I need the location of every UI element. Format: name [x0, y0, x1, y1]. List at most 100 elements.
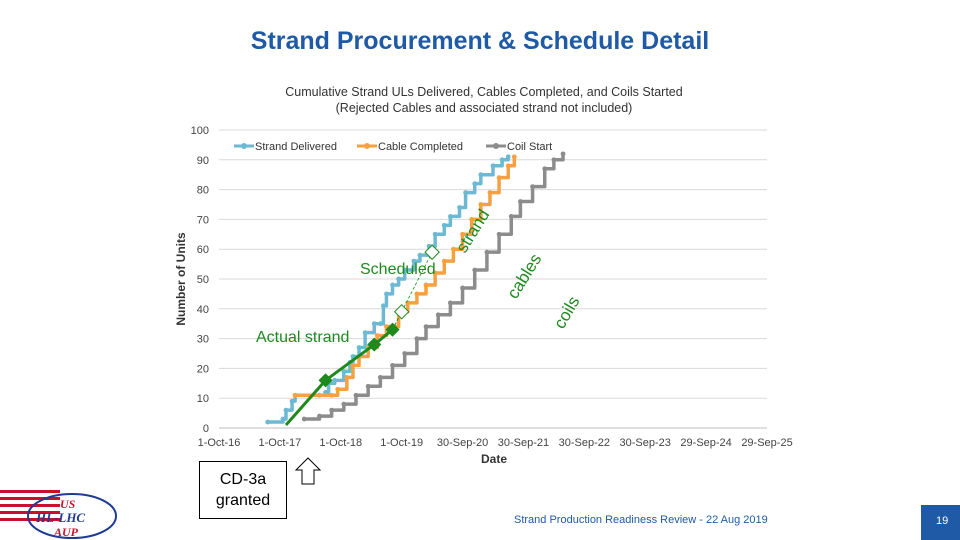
- schedule-marker-1: [393, 304, 410, 320]
- us-hl-lhc-aup-logo: US HL-LHC AUP: [0, 490, 117, 539]
- page-number-background: [921, 505, 960, 540]
- series-1-point-13: [432, 270, 438, 276]
- series-1-point-18: [478, 202, 484, 207]
- x-tick-label-7: 30-Sep-23: [620, 437, 671, 449]
- series-2-point-12: [447, 300, 453, 306]
- series-0-point-16: [381, 303, 386, 309]
- x-tick-label-1: 1-Oct-17: [258, 437, 301, 449]
- annotation-actual-strand: Actual strand: [256, 329, 349, 346]
- y-tick-label-10: 100: [191, 125, 209, 137]
- series-0-point-13: [362, 330, 368, 336]
- series-0-point-30: [478, 172, 484, 178]
- series-0-point-6: [323, 389, 328, 395]
- actual-strand-line: [284, 328, 394, 427]
- x-tick-label-9: 29-Sep-25: [741, 437, 792, 449]
- series-2-point-14: [472, 267, 478, 273]
- series-0-point-17: [384, 291, 389, 297]
- annotation-cables: cables: [503, 250, 545, 302]
- series-1-point-4: [350, 363, 356, 368]
- series-1-point-2: [335, 386, 341, 392]
- legend-label-0: Strand Delivered: [255, 141, 337, 153]
- x-axis-label: Date: [481, 452, 507, 466]
- y-tick-label-7: 70: [197, 214, 209, 226]
- logo-text-us: US: [60, 497, 76, 511]
- y-tick-label-9: 90: [197, 155, 209, 167]
- series-2-point-1: [317, 413, 322, 419]
- series-2-point-6: [377, 374, 383, 380]
- grid-lines: [219, 129, 767, 429]
- series-0-point-27: [457, 205, 462, 210]
- y-tick-label-6: 60: [197, 244, 209, 256]
- series-2-point-5: [365, 383, 371, 389]
- series-2-point-3: [341, 401, 347, 407]
- series-1-point-14: [441, 258, 447, 264]
- series-0-point-1: [280, 416, 286, 422]
- logo-text-aup: AUP: [53, 525, 79, 539]
- series-1-point-20: [496, 175, 502, 181]
- y-axis-ticks: 0 10 20 30 40 50 60 70 80 90 100: [191, 125, 209, 435]
- series-0-point-20: [402, 267, 408, 273]
- legend-marker-1: [364, 143, 370, 149]
- legend-label-1: Cable Completed: [378, 141, 463, 153]
- series-0-point-3: [289, 398, 295, 404]
- series-2-point-10: [423, 324, 429, 330]
- chart-title: Cumulative Strand ULs Delivered, Cables …: [285, 85, 682, 99]
- x-tick-label-5: 30-Sep-21: [498, 437, 549, 449]
- series-0-point-33: [505, 154, 511, 160]
- series-group: [265, 151, 566, 425]
- series-1-point-3: [344, 374, 350, 380]
- series-1-point-22: [511, 154, 517, 160]
- series-2-point-0: [301, 416, 307, 422]
- series-2-point-9: [414, 336, 420, 341]
- series-2-point-13: [460, 285, 465, 291]
- actual-strand-diamond-1: [367, 337, 382, 352]
- y-tick-label-2: 20: [197, 363, 209, 375]
- x-axis-ticks: 1-Oct-16 1-Oct-17 1-Oct-18 1-Oct-19 30-Sep-2…: [198, 437, 793, 449]
- series-1-point-21: [505, 163, 511, 169]
- y-tick-label-4: 40: [197, 304, 209, 316]
- legend-label-2: Coil Start: [507, 141, 552, 153]
- annotation-scheduled: Scheduled: [360, 261, 436, 278]
- series-0-point-18: [390, 282, 395, 288]
- up-arrow-icon: [294, 457, 322, 485]
- y-tick-label-5: 50: [197, 274, 209, 286]
- series-2-point-4: [353, 392, 359, 398]
- annotation-coils: coils: [550, 293, 583, 332]
- logo-stripes: [0, 490, 60, 521]
- series-0-point-9: [341, 368, 347, 374]
- y-axis-label: Number of Units: [174, 232, 188, 326]
- slide-title: Strand Procurement & Schedule Detail: [250, 27, 710, 55]
- series-0-point-31: [490, 163, 496, 169]
- cd3a-granted-box: CD-3a granted: [199, 461, 287, 519]
- legend-marker-0: [241, 143, 247, 149]
- series-0-point-32: [499, 157, 505, 163]
- series-1-point-1: [329, 392, 335, 398]
- y-tick-label-8: 80: [197, 185, 209, 197]
- page-number: 19: [936, 515, 949, 527]
- series-0-point-12: [356, 345, 362, 350]
- series-0-point-24: [432, 231, 438, 237]
- actual-strand-diamond-0: [318, 373, 333, 388]
- series-0-point-22: [417, 252, 423, 258]
- series-0-point-19: [396, 276, 402, 282]
- x-tick-label-4: 30-Sep-20: [437, 437, 488, 449]
- x-tick-label-2: 1-Oct-18: [319, 437, 362, 449]
- series-1-point-0: [292, 392, 298, 398]
- y-tick-label-1: 10: [197, 393, 209, 405]
- series-1-point-17: [469, 217, 475, 222]
- y-tick-label-0: 0: [203, 423, 209, 435]
- series-0-point-2: [283, 407, 289, 413]
- series-0-point-29: [472, 181, 478, 187]
- series-2-point-15: [484, 249, 490, 255]
- series-2-point-16: [496, 231, 502, 237]
- chart-subtitle: (Rejected Cables and associated strand n…: [336, 101, 633, 115]
- series-1-point-11: [414, 291, 420, 297]
- series-1-point-16: [460, 231, 465, 237]
- series-2-point-8: [402, 351, 408, 356]
- series-0-point-0: [265, 419, 271, 425]
- series-1-point-7: [374, 333, 380, 339]
- series-0-point-15: [377, 321, 383, 327]
- x-tick-label-0: 1-Oct-16: [198, 437, 241, 449]
